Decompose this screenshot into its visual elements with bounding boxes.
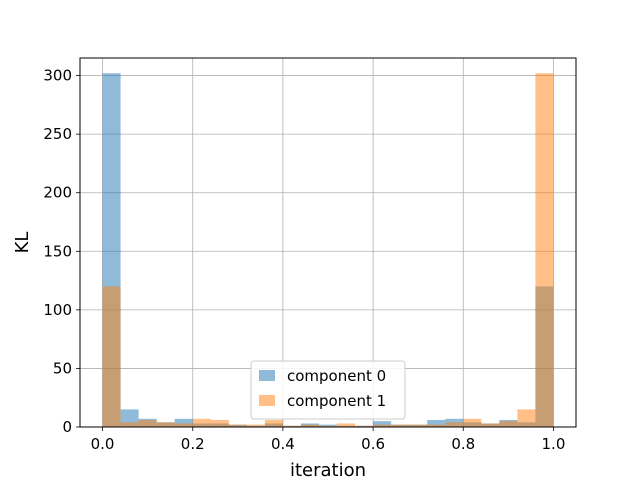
y-tick-label: 0: [62, 418, 72, 436]
bar-series-1: [445, 422, 463, 427]
y-tick-label: 100: [43, 301, 72, 319]
y-tick-label: 150: [43, 242, 72, 260]
legend-entry-label: component 0: [287, 367, 386, 385]
x-tick-label: 0.6: [361, 435, 385, 453]
x-axis-label: iteration: [290, 460, 366, 480]
bar-series-1: [517, 409, 535, 427]
bar-series-1: [211, 420, 229, 427]
legend-swatch: [259, 370, 275, 381]
y-tick-label: 300: [43, 67, 72, 85]
bar-series-1: [463, 419, 481, 427]
x-tick-label: 0.4: [271, 435, 295, 453]
x-tick-label: 0.8: [451, 435, 475, 453]
bar-series-1: [535, 73, 553, 427]
bar-series-1: [121, 422, 139, 427]
y-axis-label: KL: [12, 232, 33, 254]
y-tick-label: 50: [53, 359, 72, 377]
x-tick-label: 0.2: [181, 435, 205, 453]
x-tick-label: 1.0: [542, 435, 566, 453]
legend-entry-label: component 1: [287, 392, 386, 410]
x-tick-label: 0.0: [91, 435, 115, 453]
legend-swatch: [259, 395, 275, 406]
bar-series-1: [103, 286, 121, 427]
bar-series-1: [499, 421, 517, 427]
legend: component 0 component 1: [251, 361, 405, 419]
y-tick-label: 200: [43, 184, 72, 202]
bar-series-1: [265, 420, 283, 427]
bar-series-1: [481, 423, 499, 427]
bar-series-1: [139, 420, 157, 427]
bar-series-1: [193, 419, 211, 427]
bar-series-1: [175, 423, 193, 427]
bar-series-1: [157, 422, 175, 427]
y-tick-label: 250: [43, 125, 72, 143]
bar-series-1: [337, 423, 355, 427]
